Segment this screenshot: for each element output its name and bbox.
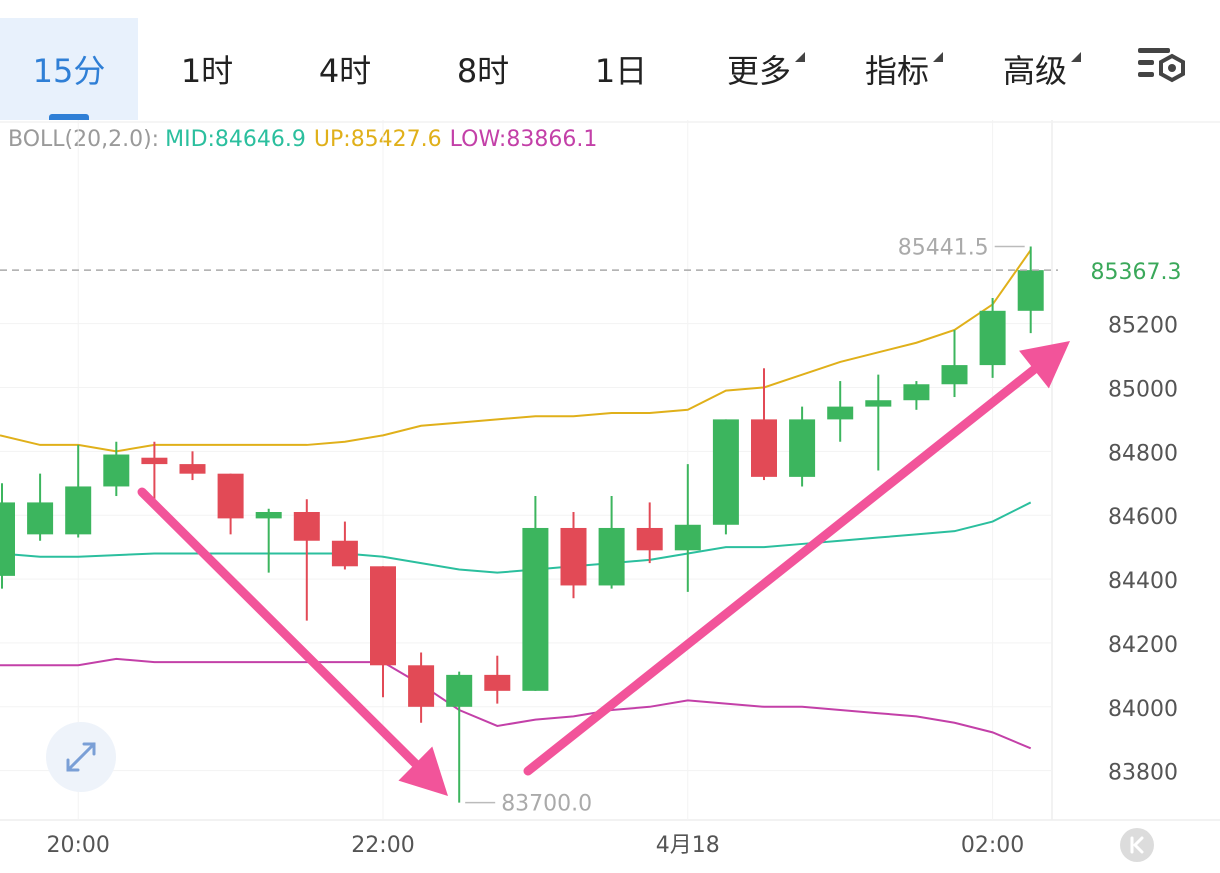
boll-mid-value: MID:84646.9 — [165, 127, 306, 152]
tab-label: 更多 — [727, 46, 805, 92]
current-price-tag — [1058, 252, 1220, 289]
dropdown-corner-icon — [795, 52, 805, 62]
boll-low-value: LOW:83866.1 — [449, 127, 598, 152]
candle-body — [751, 419, 777, 477]
candle-body — [712, 419, 739, 525]
candle-body — [141, 457, 168, 465]
y-tick-label: 84000 — [1108, 697, 1178, 722]
boll-label: BOLL(20,2.0): — [8, 127, 160, 152]
x-tick-label: 22:00 — [351, 833, 414, 858]
candle-body — [484, 674, 511, 691]
x-tick-label: 02:00 — [961, 833, 1024, 858]
candle-body — [0, 502, 15, 576]
candle-body — [827, 406, 854, 420]
candle-body — [293, 512, 320, 541]
y-tick-label: 84400 — [1108, 569, 1178, 594]
candle-body — [370, 566, 396, 666]
y-tick-label: 83800 — [1108, 761, 1178, 786]
tab-5[interactable]: 更多 — [690, 18, 828, 120]
candle-body — [1017, 270, 1044, 311]
tab-0[interactable]: 15分 — [0, 18, 138, 120]
x-tick-label: 4月18 — [656, 833, 720, 858]
y-tick-label: 84200 — [1108, 633, 1178, 658]
tab-2[interactable]: 4时 — [276, 18, 414, 120]
y-tick-label: 85200 — [1108, 314, 1178, 339]
min-price-label: 83700.0 — [501, 792, 592, 817]
up-trend-arrow-head — [1019, 341, 1070, 389]
candle-body — [789, 419, 816, 477]
boll-mid-band — [0, 501, 1032, 574]
timeframe-tabs: 15分 1时 4时 8时 1日 更多 指标 高级 — [0, 0, 1220, 120]
fullscreen-expand-button[interactable] — [46, 722, 116, 792]
tab-label: 高级 — [1003, 46, 1081, 92]
dropdown-corner-icon — [1071, 52, 1081, 62]
tab-3[interactable]: 8时 — [414, 18, 552, 120]
down-trend-arrow-head — [398, 746, 448, 796]
x-tick-label: 20:00 — [46, 833, 109, 858]
tab-label: 8时 — [456, 52, 510, 90]
chart-settings-icon[interactable] — [1130, 42, 1190, 98]
candle-body — [331, 540, 358, 567]
tab-label: 15分 — [32, 52, 106, 90]
boll-indicator-legend: BOLL(20,2.0): MID:84646.9 UP:85427.6 LOW:83… — [8, 127, 597, 152]
scroll-to-latest-button[interactable] — [1120, 828, 1154, 862]
boll-lower-band — [0, 657, 1032, 750]
candle-body — [522, 527, 549, 691]
candle-body — [27, 502, 54, 535]
candle-body — [941, 365, 968, 385]
candle-body — [598, 527, 625, 586]
candle-body — [446, 674, 473, 707]
y-tick-label: 84600 — [1108, 505, 1178, 530]
tab-6[interactable]: 指标 — [828, 18, 966, 120]
max-price-label: 85441.5 — [898, 235, 989, 260]
boll-upper-band — [0, 249, 1032, 453]
tab-4[interactable]: 1日 — [552, 18, 690, 120]
tab-7[interactable]: 高级 — [966, 18, 1104, 120]
candle-body — [979, 310, 1006, 366]
candle-body — [674, 524, 701, 551]
candle-body — [217, 473, 244, 519]
dropdown-corner-icon — [933, 52, 943, 62]
down-trend-arrow-shaft — [137, 487, 420, 769]
candle-body — [408, 665, 435, 707]
skip-to-start-icon — [1130, 836, 1144, 854]
tab-label: 1日 — [594, 52, 648, 90]
y-tick-label: 85000 — [1108, 377, 1178, 402]
boll-up-value: UP:85427.6 — [313, 127, 442, 152]
candle-body — [636, 527, 663, 551]
candle-body — [103, 454, 130, 487]
y-tick-label: 84800 — [1108, 441, 1178, 466]
candle-body — [560, 527, 587, 586]
candlestick-chart[interactable]: 85200 85000 84800 84600 84400 84200 84000 83800… — [0, 120, 1220, 860]
candle-body — [903, 384, 930, 401]
expand-icon — [66, 742, 96, 772]
tab-1[interactable]: 1时 — [138, 18, 276, 120]
current-price-label: 85367.3 — [1091, 260, 1182, 285]
candle-body — [255, 512, 282, 519]
tab-label: 指标 — [865, 46, 943, 92]
up-trend-arrow-shaft — [523, 365, 1039, 776]
tab-label: 1时 — [180, 52, 234, 90]
candle-body — [65, 486, 92, 535]
tab-label: 4时 — [318, 52, 372, 90]
candle-body — [865, 400, 892, 407]
candle-body — [179, 464, 206, 474]
